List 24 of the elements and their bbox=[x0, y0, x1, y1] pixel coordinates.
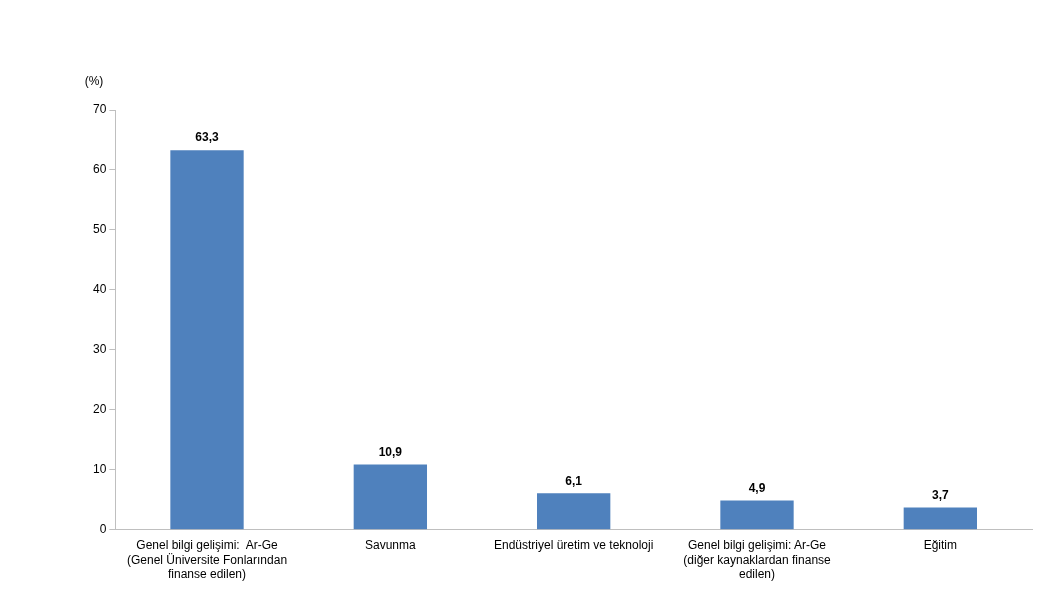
y-axis-title: (%) bbox=[84, 74, 104, 89]
x-tick-label: Endüstriyel üretim ve teknoloji bbox=[493, 538, 654, 553]
data-label: 63,3 bbox=[195, 130, 220, 145]
y-tick-label: 60 bbox=[92, 162, 107, 177]
y-tick-label: 0 bbox=[99, 522, 107, 537]
x-tick-label: Savunma bbox=[364, 538, 417, 553]
y-tick-label: 50 bbox=[92, 222, 107, 237]
bar bbox=[720, 500, 794, 530]
y-tick-label: 30 bbox=[92, 342, 107, 357]
bar bbox=[170, 150, 244, 530]
data-label: 4,9 bbox=[748, 480, 766, 495]
bar bbox=[903, 507, 977, 530]
x-tick-label: Eğitim bbox=[923, 538, 958, 553]
y-tick-label: 10 bbox=[92, 462, 107, 477]
data-label: 3,7 bbox=[931, 487, 949, 502]
y-tick-label: 20 bbox=[92, 402, 107, 417]
x-tick-label: Genel bilgi gelişimi: Ar-Ge (diğer kaynaklardan finanse edilen) bbox=[683, 538, 832, 582]
x-tick-label: Genel bilgi gelişimi: Ar-Ge (Genel Üniversite Fonlarından finanse edilen) bbox=[126, 538, 288, 582]
data-label: 10,9 bbox=[378, 444, 403, 459]
y-tick-label: 40 bbox=[92, 282, 107, 297]
y-tick-label: 70 bbox=[92, 102, 107, 117]
bar bbox=[537, 493, 611, 530]
data-label: 6,1 bbox=[565, 473, 583, 488]
bar bbox=[353, 464, 428, 530]
